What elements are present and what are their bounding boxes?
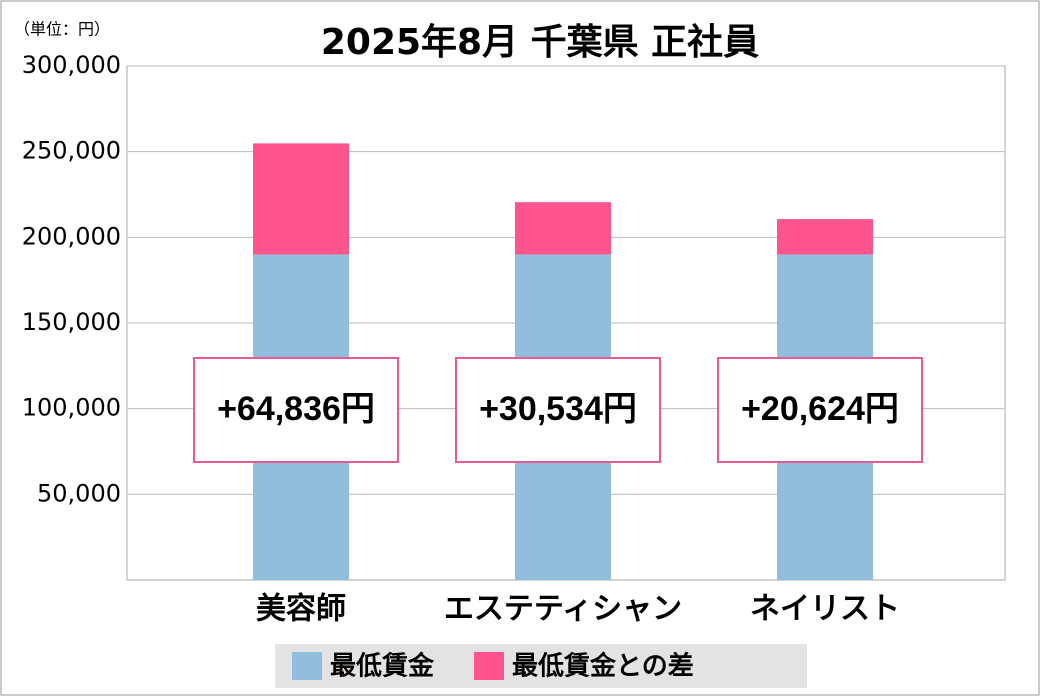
y-tick-label: 150,000: [22, 308, 121, 336]
legend-swatch: [474, 652, 505, 680]
value-label: +64,836円: [217, 390, 375, 428]
label-box: [193, 357, 399, 463]
unit-label: （単位：円）: [14, 20, 110, 39]
legend-swatch: [292, 652, 322, 680]
label-box: [455, 357, 661, 463]
label-box: [717, 357, 923, 463]
y-tick-label: 100,000: [22, 394, 121, 422]
y-tick-label: 50,000: [37, 479, 121, 507]
x-tick-label: エステティシャン: [444, 592, 682, 627]
legend-label: 最低賃金: [330, 651, 435, 682]
bar-segment: [253, 143, 349, 255]
value-label: +20,624円: [741, 390, 899, 428]
y-tick-label: 200,000: [22, 222, 121, 250]
bar-segment: [777, 219, 873, 255]
legend-label: 最低賃金との差: [512, 651, 694, 682]
chart-title: 2025年8月 千葉県 正社員: [321, 22, 759, 63]
x-tick-label: 美容師: [256, 592, 346, 627]
y-tick-label: 300,000: [22, 51, 121, 79]
bar-segment: [515, 202, 611, 255]
legend: [275, 644, 807, 688]
x-tick-label: ネイリスト: [750, 592, 900, 627]
y-tick-label: 250,000: [22, 137, 121, 165]
value-label: +30,534円: [479, 390, 637, 428]
